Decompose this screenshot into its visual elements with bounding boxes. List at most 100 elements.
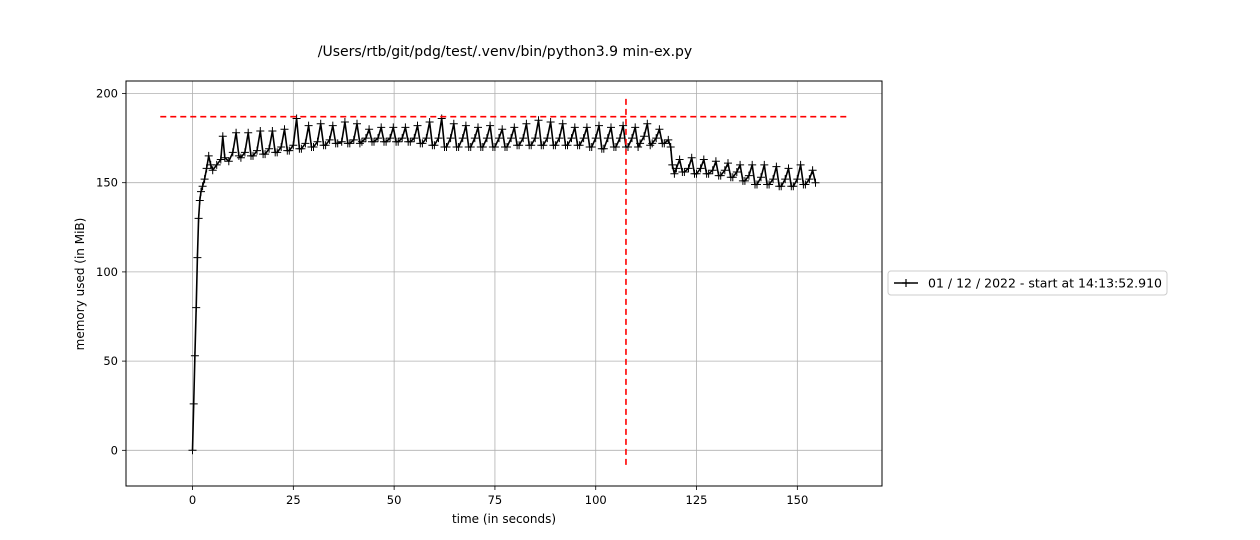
data-point [603,134,612,143]
x-axis-label: time (in seconds) [452,512,556,526]
data-point [236,153,245,162]
y-axis-label: memory used (in MiB) [73,218,87,351]
data-point [646,141,655,150]
reference-lines [160,98,850,467]
data-point [675,155,684,164]
data-point [349,135,358,144]
data-point [519,134,528,143]
data-point [607,123,615,132]
data-point [365,125,374,134]
data-point [595,121,603,130]
data-point [195,196,204,205]
data-point [527,141,536,150]
data-point [256,127,265,135]
data-point [579,134,588,143]
data-point [732,168,741,176]
data-point [708,166,717,175]
data-point [198,182,207,191]
data-point [668,160,677,169]
data-point [253,146,261,155]
data-point [474,123,482,132]
data-point [555,134,564,143]
data-point [696,164,705,173]
data-point [648,139,657,148]
data-point [204,151,213,160]
data-point [454,143,463,151]
data-point [670,169,679,178]
legend-marker [902,279,910,287]
data-point [398,134,407,143]
data-point [765,180,774,189]
data-point [357,137,366,146]
data-point [539,141,548,150]
data-point [374,134,382,143]
y-tick-label: 0 [111,443,118,457]
data-point [437,114,446,123]
data-point [355,139,364,148]
plot-area [125,80,883,487]
data-point [720,166,729,175]
data-point [202,164,211,173]
x-tick-label: 150 [786,493,808,507]
data-point [292,114,301,123]
data-point [582,123,591,132]
data-point [377,123,386,132]
data-point [587,143,596,151]
data-point [321,141,330,150]
data-point [704,169,713,178]
data-point [498,125,507,134]
data-point [634,143,643,151]
data-point [313,137,322,146]
data-point [769,175,778,184]
data-point [666,143,675,151]
y-tick-label: 150 [96,176,118,190]
data-point [789,182,798,191]
data-point [301,139,310,148]
data-point [401,123,410,132]
grid [126,81,882,486]
data-point [672,164,681,173]
data-point [684,164,693,173]
data-point [495,134,503,143]
data-point [382,137,391,146]
data-point [740,176,749,185]
data-point [591,134,600,143]
x-tick-label: 25 [286,493,301,507]
data-point [515,141,524,150]
data-point [389,123,398,132]
data-point [333,139,342,148]
data-point [425,118,434,126]
data-point [194,214,203,223]
legend: 01 / 12 / 2022 - start at 14:13:52.910 [887,270,1168,296]
x-tick-label: 0 [189,493,196,507]
data-point [234,151,243,160]
data-point [531,134,540,143]
data-point [345,139,354,148]
data-point [490,143,499,151]
data-point [188,446,197,455]
data-point [711,157,720,166]
data-point [228,148,237,157]
data-point [190,351,199,360]
data-point [212,160,221,169]
data-point [486,121,495,130]
data-point [567,134,576,143]
data-point [736,160,745,169]
data-point [418,139,427,148]
data-point [261,150,270,159]
data-point [652,134,661,143]
legend-box [887,270,1168,296]
data-point [394,137,403,146]
data-point [624,143,632,151]
data-point [631,123,640,132]
data-point [410,134,419,143]
data-point [687,153,696,162]
data-point [220,153,229,162]
chart-title: /Users/rtb/git/pdg/test/.venv/bin/python… [318,44,692,60]
data-point [546,118,555,126]
data-point [309,143,318,151]
data-point [753,180,761,189]
data-point [805,175,814,184]
data-point [699,155,708,164]
data-point [216,155,225,164]
